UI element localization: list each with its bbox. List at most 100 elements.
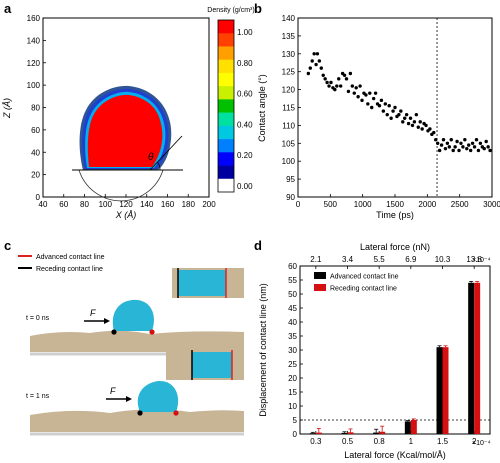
displacement-bar [309,433,316,434]
contact-angle-point [370,105,374,110]
a-xtick-label: 140 [140,200,154,209]
contact-angle-point [397,112,401,117]
angle-arc [156,161,161,171]
panel-a-ylabel: Z (Å) [2,98,12,119]
fitted-circle-arc [78,169,164,202]
contact-angle-point [360,98,364,103]
time-label-bottom: t = 1 ns [26,393,50,400]
d-ytick-label: 35 [288,332,297,341]
receding-point-top [111,329,117,335]
b-ytick-label: 95 [286,175,295,184]
colorbar-tick-label: 0.80 [237,59,253,68]
panel-d-xticks: 0.3 0.5 0.8 1 1.5 2 [310,431,477,446]
panel-d-displacement-chart: Lateral force (nN) ×10⁻⁴ ×10⁻⁴ 2.1 3.4 5.5… [258,242,491,460]
contact-angle-point [478,141,483,145]
contact-angle-point [488,148,492,153]
d-xtick-label: 0.5 [342,437,354,446]
contact-angle-point [329,80,333,85]
contact-angle-point [447,145,452,149]
panel-d-top-ticks: 2.1 3.4 5.5 6.9 10.3 13.8 [310,255,482,269]
d-xtick-label: 1.5 [437,437,449,446]
panel-b-points [306,52,492,153]
b-ytick-label: 115 [282,104,295,113]
a-ytick-label: 40 [31,148,40,157]
displacement-bar [404,421,411,434]
displacement-bar [315,432,322,434]
contact-angle-point [358,84,362,88]
contact-angle-point [325,80,329,85]
colorbar-segment [218,139,234,153]
contact-angle-point [385,112,389,117]
b-ytick-label: 105 [282,139,296,148]
contact-angle-point [408,116,413,120]
colorbar-segment [218,165,234,180]
contact-angle-point [474,138,479,142]
b-xtick-label: 2000 [418,200,436,209]
colorbar-tick-label: 0.60 [237,90,253,99]
displacement-bar [442,347,449,434]
contact-angle-point [412,120,417,124]
panel-d-top-axis-label: Lateral force (nN) [360,242,430,252]
a-ytick-label: 80 [31,104,40,113]
colorbar-tick-label: 0.20 [237,151,253,160]
a-xtick-label: 200 [202,200,216,209]
panel-d-bars [309,280,481,434]
contact-angle-point [403,116,407,120]
d-toptick-label: 13.8 [466,255,482,264]
contact-angle-point [434,138,438,142]
a-ytick-label: 140 [27,36,41,45]
d-ytick-label: 10 [288,402,297,411]
panel-label-a: a [4,1,12,16]
contact-angle-point [468,148,473,153]
b-xtick-label: 0 [296,200,301,209]
d-toptick-label: 2.1 [310,255,322,264]
exponent-top: ×10⁻⁴ [472,257,491,264]
d-xtick-label: 2 [472,437,477,446]
contact-angle-point [459,141,463,145]
legend-d-receding: Receding contact line [330,286,397,293]
panel-a-density-map: θ 40 60 80 100 120 140 160 180 200 0 20 40 60 80 100 1… [2,7,255,220]
a-ytick-label: 60 [31,126,40,135]
contact-angle-point [321,73,325,77]
colorbar-segment [218,125,234,140]
contact-angle-point [455,139,459,144]
panel-d-xlabel: Lateral force (Kcal/mol/Å) [344,450,446,460]
displacement-bar [347,432,354,434]
a-xtick-label: 120 [119,200,133,209]
a-xtick-label: 180 [182,200,196,209]
inset-bottom-droplet [192,352,232,378]
contact-angle-point [364,93,368,97]
b-ytick-label: 135 [282,32,296,41]
panel-b-ylabel: Contact angle (°) [257,74,267,142]
snapshot-t1: F t = 1 ns [26,350,244,436]
panel-label-d: d [254,238,262,253]
panel-d-ylabel: Displacement of contact line (nm) [258,283,268,417]
colorbar-segment [218,86,234,100]
b-ytick-label: 120 [282,86,296,95]
d-ytick-label: 5 [293,416,298,425]
contact-angle-point [420,127,424,131]
contact-angle-point [406,121,411,126]
panel-a-yticks: 0 20 40 60 80 100 120 140 160 [27,14,46,202]
displacement-bar [373,432,380,434]
contact-angle-point [346,89,351,94]
density-droplet [79,85,172,170]
legend-advanced: Advanced contact line [36,254,105,261]
tangent-line [149,135,183,171]
panel-b-xticks: 0 500 1000 1500 2000 2500 3000 [296,194,500,209]
d-toptick-label: 3.4 [342,255,354,264]
contact-angle-point [428,127,432,131]
displacement-bar [341,432,348,434]
a-ytick-label: 160 [27,14,41,23]
substrate-bottom [30,409,244,432]
contact-angle-point [314,62,318,67]
colorbar-segment [218,178,234,193]
contact-angle-point [476,148,481,153]
contact-angle-point [350,84,355,88]
contact-angle-point [484,139,488,144]
force-arrowhead-top [104,318,110,324]
colorbar-segment [218,20,234,34]
colorbar-frame [217,19,235,193]
time-label-top: t = 0 ns [26,315,50,322]
d-ytick-label: 0 [293,430,298,439]
